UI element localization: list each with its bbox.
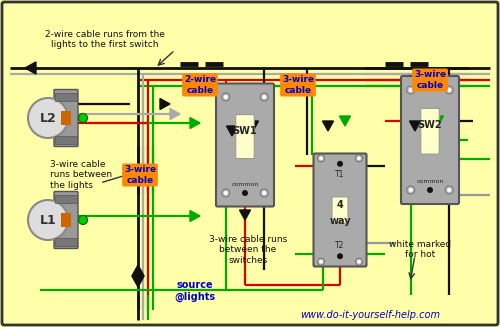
Circle shape	[357, 157, 361, 160]
Text: 3-wire
cable: 3-wire cable	[124, 165, 156, 185]
FancyBboxPatch shape	[332, 197, 348, 223]
Circle shape	[407, 86, 415, 94]
Circle shape	[28, 98, 68, 138]
FancyBboxPatch shape	[421, 108, 440, 154]
Polygon shape	[322, 121, 334, 131]
Circle shape	[448, 88, 451, 92]
Text: 3-wire cable runs
between the
switches: 3-wire cable runs between the switches	[209, 235, 287, 265]
Text: way: way	[329, 216, 351, 226]
Circle shape	[260, 93, 268, 101]
Text: 4: 4	[336, 199, 344, 210]
Bar	[55, 135, 77, 144]
FancyBboxPatch shape	[401, 76, 459, 204]
Circle shape	[319, 260, 323, 264]
Text: 2-wire
cable: 2-wire cable	[184, 75, 216, 95]
Polygon shape	[432, 116, 444, 126]
Circle shape	[427, 187, 433, 193]
Polygon shape	[248, 121, 258, 131]
Circle shape	[407, 186, 415, 194]
Polygon shape	[240, 210, 250, 220]
Circle shape	[337, 161, 343, 167]
Text: T1: T1	[336, 170, 344, 179]
Polygon shape	[340, 116, 350, 126]
Polygon shape	[132, 265, 144, 276]
Text: common: common	[416, 179, 444, 184]
Circle shape	[319, 157, 323, 160]
Bar	[55, 237, 77, 246]
Circle shape	[28, 200, 68, 240]
Circle shape	[356, 155, 362, 162]
Circle shape	[356, 258, 362, 265]
Bar	[55, 93, 77, 100]
Circle shape	[357, 260, 361, 264]
Text: SW2: SW2	[418, 120, 442, 130]
Circle shape	[409, 188, 413, 192]
Circle shape	[448, 188, 451, 192]
Polygon shape	[410, 121, 420, 131]
Text: L2: L2	[40, 112, 56, 125]
Circle shape	[242, 190, 248, 196]
Polygon shape	[132, 276, 144, 287]
FancyBboxPatch shape	[54, 90, 78, 146]
Bar	[61, 213, 71, 227]
Text: common: common	[231, 182, 259, 187]
Bar	[61, 111, 71, 125]
Circle shape	[224, 95, 228, 99]
Polygon shape	[25, 62, 36, 74]
Polygon shape	[190, 117, 200, 129]
FancyBboxPatch shape	[216, 83, 274, 206]
Circle shape	[224, 191, 228, 195]
FancyBboxPatch shape	[236, 114, 255, 159]
Circle shape	[446, 186, 453, 194]
Circle shape	[337, 253, 343, 259]
Polygon shape	[160, 98, 170, 110]
Circle shape	[78, 113, 88, 123]
Text: source
@lights: source @lights	[174, 280, 216, 302]
Circle shape	[446, 86, 453, 94]
FancyBboxPatch shape	[54, 192, 78, 249]
Circle shape	[222, 93, 230, 101]
Circle shape	[409, 88, 413, 92]
Circle shape	[318, 155, 324, 162]
Polygon shape	[170, 109, 180, 119]
Polygon shape	[226, 126, 237, 136]
Text: 3-wire cable
runs between
the lights: 3-wire cable runs between the lights	[50, 160, 112, 190]
Circle shape	[262, 191, 266, 195]
Text: 3-wire
cable: 3-wire cable	[282, 75, 314, 95]
Circle shape	[318, 258, 324, 265]
Text: 3-wire
cable: 3-wire cable	[414, 70, 446, 90]
Circle shape	[260, 189, 268, 197]
FancyBboxPatch shape	[314, 153, 366, 267]
Text: T2: T2	[336, 241, 344, 250]
Polygon shape	[190, 211, 200, 221]
Text: 2-wire cable runs from the
lights to the first switch: 2-wire cable runs from the lights to the…	[45, 30, 165, 49]
Bar	[55, 195, 77, 202]
Text: SW1: SW1	[232, 126, 258, 136]
Circle shape	[262, 95, 266, 99]
Text: www.do-it-yourself-help.com: www.do-it-yourself-help.com	[300, 310, 440, 320]
Text: white marked
for hot: white marked for hot	[389, 240, 451, 259]
Circle shape	[78, 215, 88, 225]
Text: L1: L1	[40, 214, 56, 227]
Circle shape	[222, 189, 230, 197]
